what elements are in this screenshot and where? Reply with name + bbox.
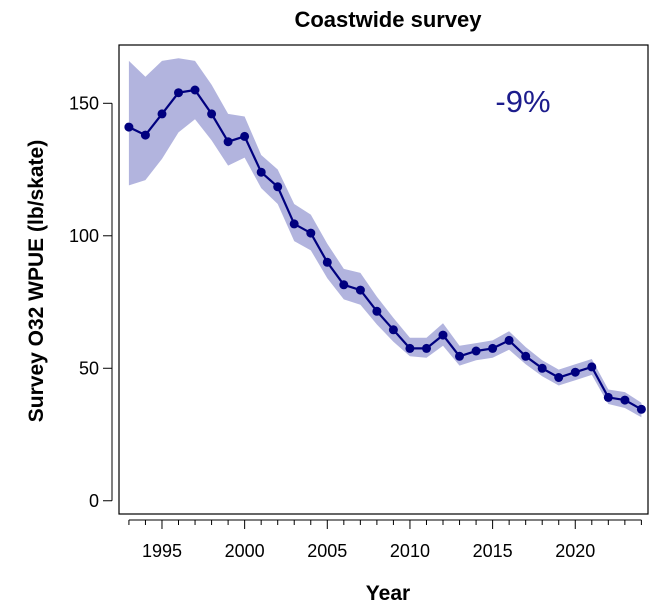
data-point xyxy=(355,285,365,295)
data-point xyxy=(322,257,332,267)
data-point xyxy=(554,373,564,382)
x-axis: 1995 2000 2005 2010 2015 2020 xyxy=(128,519,642,561)
data-point xyxy=(405,343,415,353)
x-tick-label: 2005 xyxy=(307,541,347,561)
data-point xyxy=(438,330,448,340)
y-axis-label: Survey O32 WPUE (lb/skate) xyxy=(25,140,48,422)
data-point xyxy=(636,404,646,414)
series-layer xyxy=(124,85,646,414)
y-axis: 0 50 100 150 xyxy=(69,93,113,511)
y-tick-label: 0 xyxy=(89,491,99,511)
data-point xyxy=(289,219,299,229)
data-point xyxy=(388,325,398,335)
data-point xyxy=(455,351,464,361)
data-point xyxy=(488,343,498,353)
data-point xyxy=(603,392,613,402)
data-point xyxy=(256,167,266,177)
data-point xyxy=(471,346,481,356)
data-point xyxy=(521,351,531,361)
data-point xyxy=(174,88,183,98)
data-point xyxy=(587,362,597,372)
data-point xyxy=(157,109,167,119)
data-point xyxy=(223,137,233,147)
x-tick-label: 2010 xyxy=(390,541,430,561)
x-tick-label: 2015 xyxy=(473,541,513,561)
data-point xyxy=(273,182,283,192)
plot-frame xyxy=(118,44,649,515)
x-axis-label: Year xyxy=(366,582,410,605)
x-tick-label: 1995 xyxy=(142,541,182,561)
data-point xyxy=(190,85,200,95)
data-point xyxy=(207,109,217,119)
data-point xyxy=(306,228,316,238)
series-line xyxy=(128,88,642,411)
data-point xyxy=(339,280,349,290)
y-tick-label: 50 xyxy=(79,358,99,378)
data-point xyxy=(504,335,514,345)
data-point xyxy=(124,122,134,132)
confidence-band-area xyxy=(128,58,642,418)
data-point xyxy=(422,343,431,353)
y-tick-label: 100 xyxy=(69,226,99,246)
data-point xyxy=(537,363,547,373)
data-point xyxy=(140,130,150,140)
confidence-band xyxy=(128,58,642,418)
x-tick-label: 2020 xyxy=(555,541,595,561)
change-annotation: -9% xyxy=(495,84,550,119)
data-point xyxy=(240,131,250,141)
data-point xyxy=(372,306,382,316)
y-tick-label: 150 xyxy=(69,93,99,113)
data-point xyxy=(620,395,630,405)
x-tick-label: 2000 xyxy=(225,541,265,561)
data-point xyxy=(570,367,580,377)
chart-title: Coastwide survey xyxy=(294,7,482,32)
